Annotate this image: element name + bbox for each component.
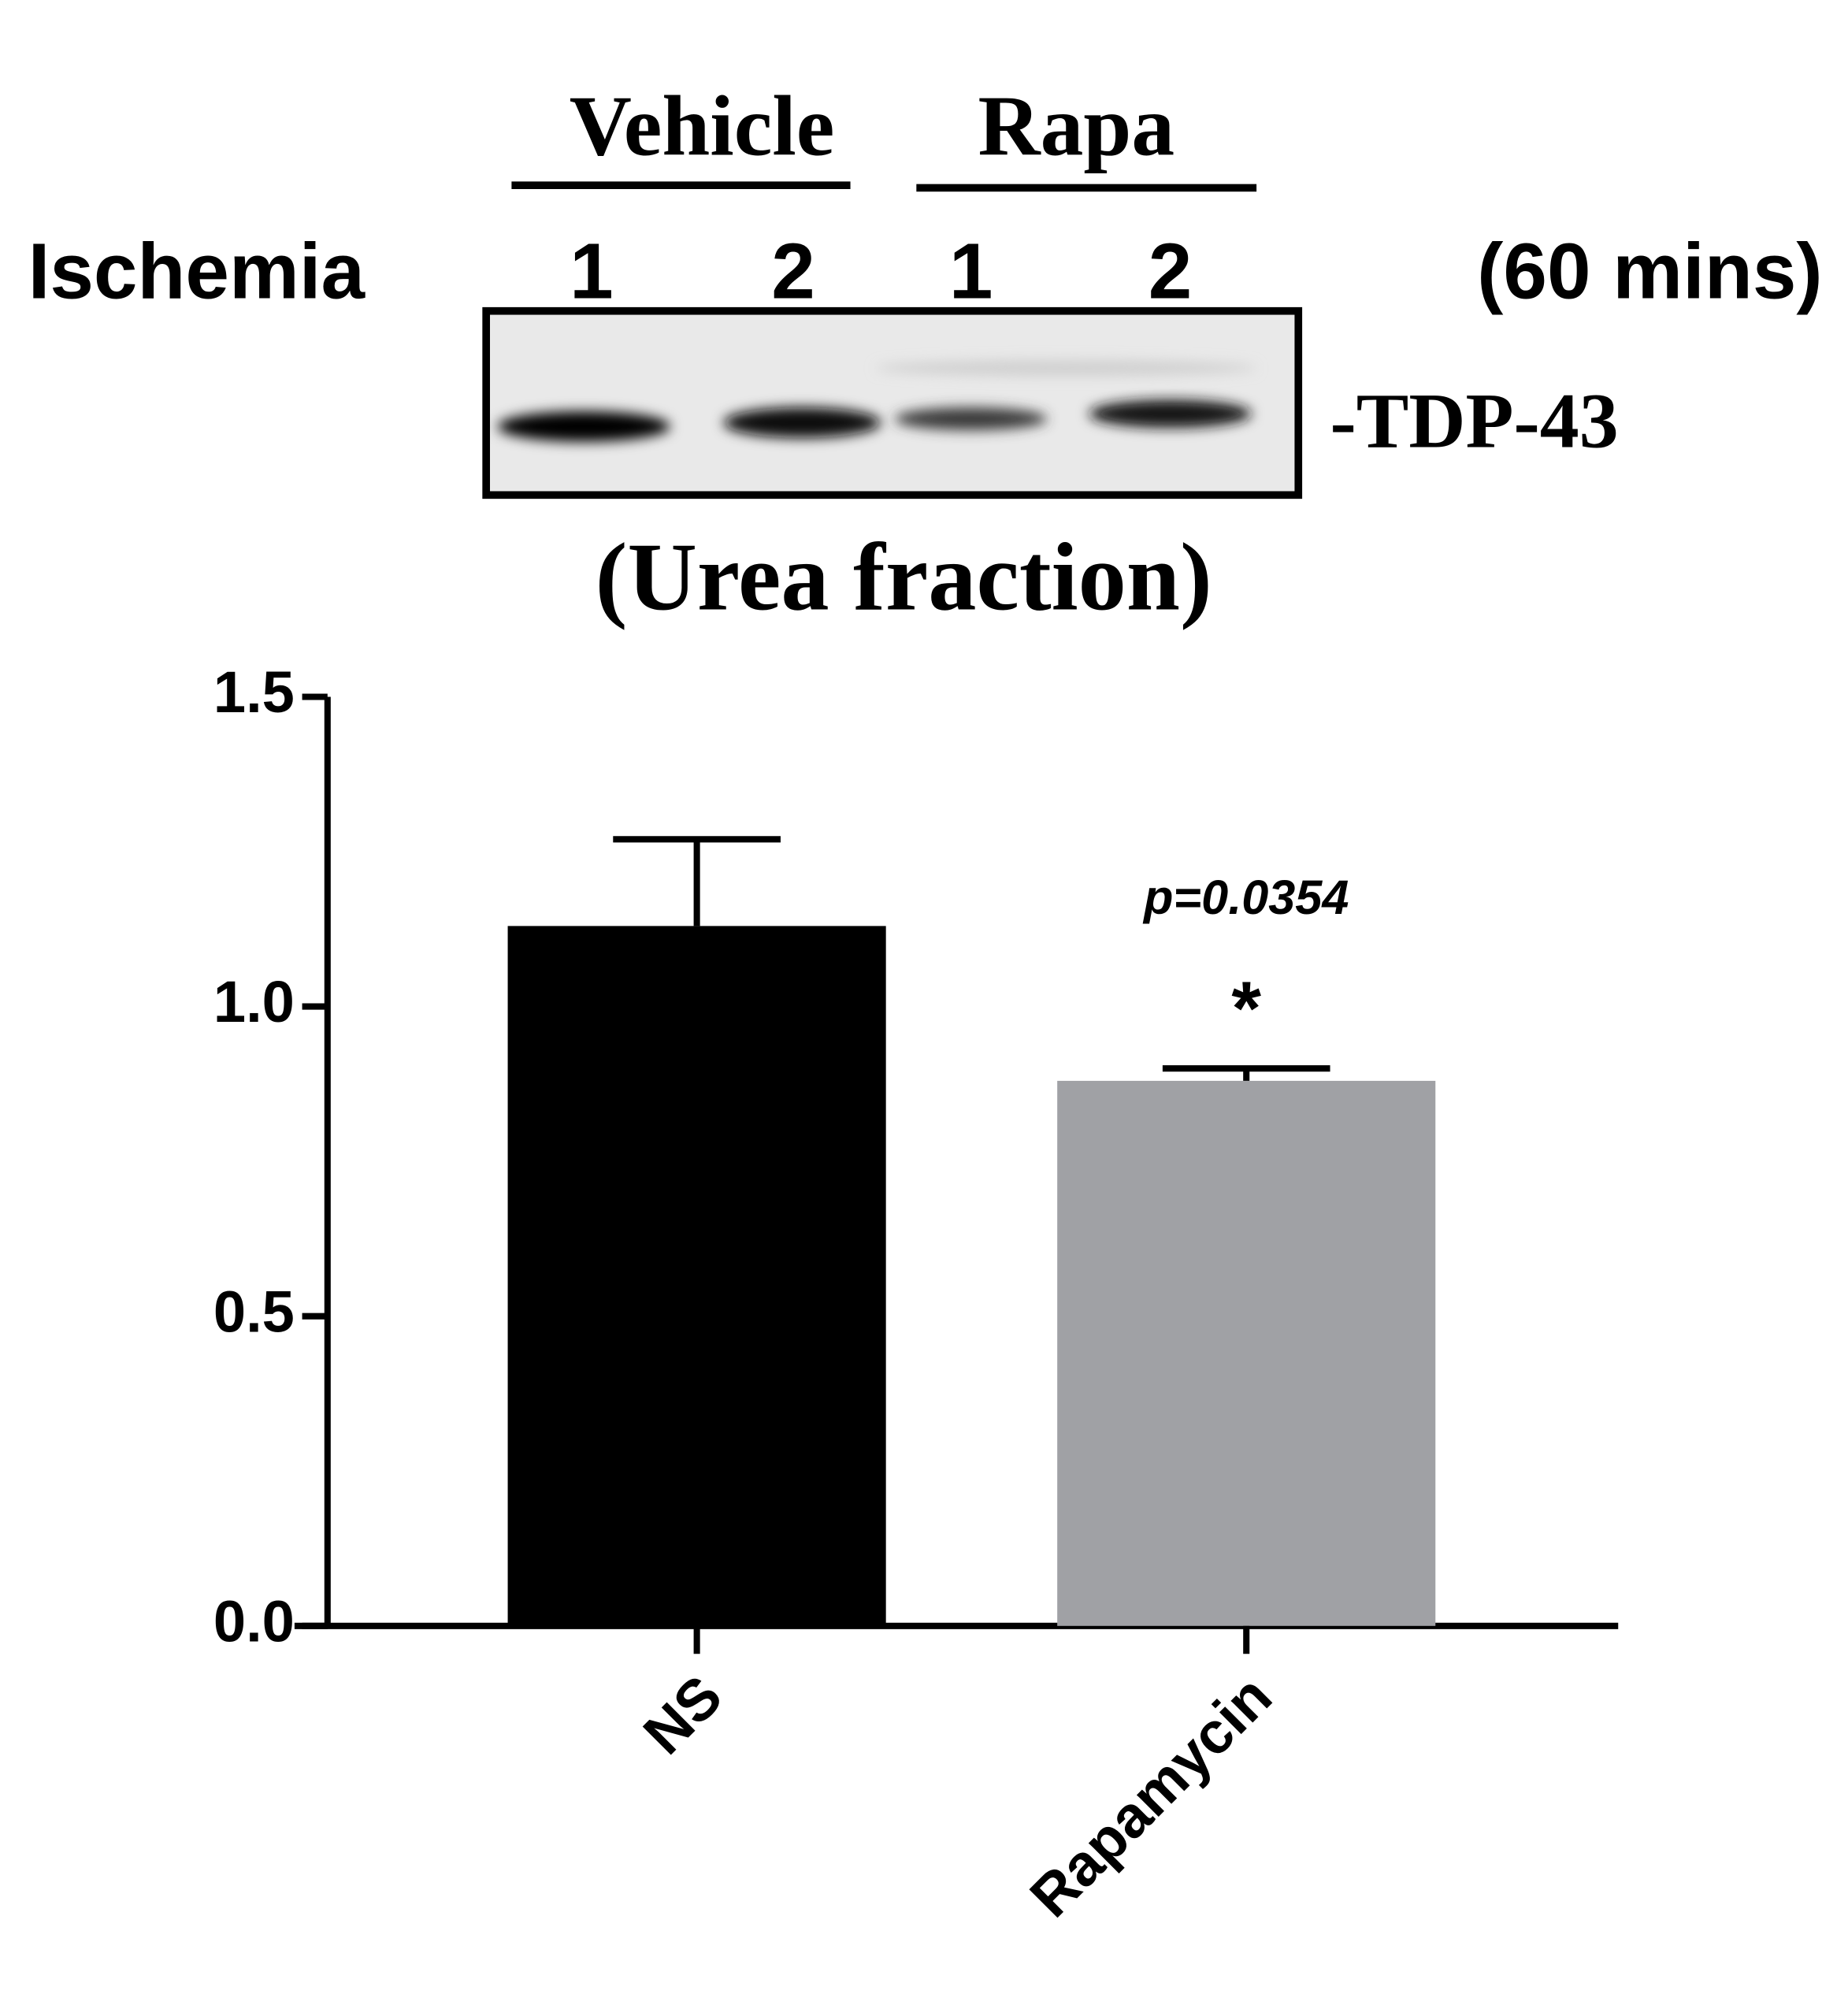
row-label: Ischemia: [28, 228, 366, 316]
y-tick-label: 0.0: [213, 1588, 295, 1654]
error-bar: [613, 836, 781, 926]
lane-label: 1: [949, 228, 993, 316]
y-tick-label: 0.5: [213, 1279, 295, 1344]
x-tick-label: Rapamycin: [1018, 1663, 1284, 1929]
x-tick-label: NS: [631, 1663, 734, 1766]
lane-label: 2: [771, 228, 815, 316]
group-label: Rapa: [978, 78, 1175, 174]
significance: *: [1231, 966, 1261, 1051]
bar: [1057, 1080, 1436, 1626]
y-tick-label: 1.0: [213, 969, 295, 1034]
error-bar: [1162, 1065, 1330, 1081]
lane-label: 2: [1149, 228, 1193, 316]
lane-label: 1: [570, 228, 614, 316]
duration-label: (60 mins): [1477, 228, 1822, 316]
bar: [507, 926, 886, 1626]
fraction-label: (Urea fraction): [596, 524, 1212, 630]
group-label: Vehicle: [570, 78, 835, 174]
p-value: p=0.0354: [1142, 871, 1349, 924]
band-label: -TDP-43: [1330, 377, 1619, 464]
blot-image: [482, 306, 1303, 499]
y-tick-label: 1.5: [213, 659, 295, 725]
